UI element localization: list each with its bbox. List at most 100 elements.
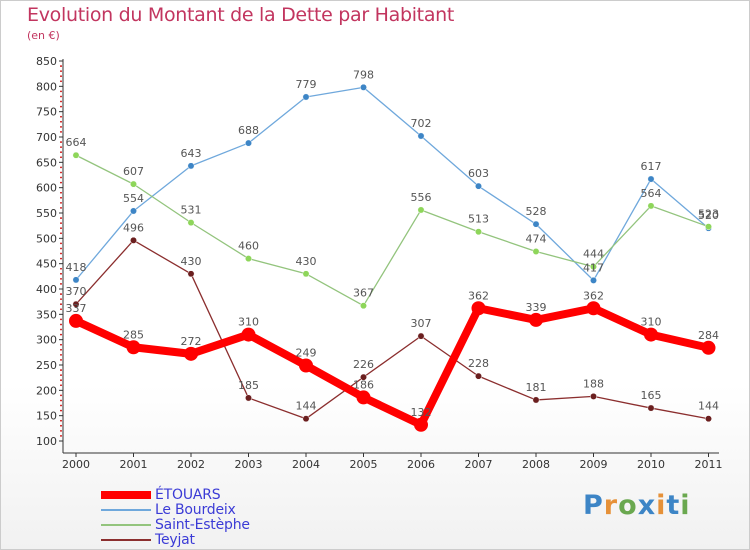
y-minor-tick	[60, 207, 62, 209]
y-minor-tick	[60, 151, 62, 154]
series-line-le-bourdeix	[75, 86, 710, 282]
x-tick-label: 2002	[177, 458, 205, 471]
legend-swatch	[101, 524, 151, 526]
y-tick-label: 500	[36, 232, 57, 245]
y-minor-tick	[60, 303, 62, 306]
x-tick-label: 2009	[580, 458, 608, 471]
data-label: 186	[353, 378, 374, 391]
data-point	[590, 263, 597, 271]
data-point	[532, 220, 540, 228]
x-tick-label: 2011	[695, 458, 723, 471]
data-point	[130, 207, 137, 215]
y-minor-tick	[60, 222, 62, 225]
y-minor-tick	[60, 359, 62, 361]
data-label: 556	[411, 191, 432, 204]
data-point	[187, 270, 195, 278]
y-minor-tick	[60, 399, 62, 402]
data-point	[586, 301, 601, 316]
data-label: 181	[526, 381, 547, 394]
data-label: 617	[641, 160, 662, 173]
y-minor-tick	[60, 343, 62, 346]
y-tick-label: 650	[36, 156, 57, 169]
logo-letter: i	[656, 490, 667, 521]
data-label: 460	[238, 240, 259, 253]
legend-label: Saint-Estèphe	[155, 517, 250, 533]
x-tick-label: 2001	[120, 458, 148, 471]
y-tick-label: 700	[36, 131, 57, 144]
y-minor-tick	[60, 272, 62, 275]
data-label: 702	[411, 117, 432, 130]
y-minor-tick	[60, 131, 62, 133]
series-line-teyjat	[75, 239, 710, 420]
logo-letter: P	[583, 490, 604, 521]
data-point	[475, 182, 482, 190]
y-minor-tick	[60, 115, 62, 118]
data-point	[705, 223, 712, 231]
y-minor-tick	[60, 277, 62, 280]
data-label: 607	[123, 165, 144, 178]
data-label: 430	[296, 255, 317, 268]
data-point	[647, 404, 655, 412]
data-label: 798	[353, 68, 374, 81]
data-point	[644, 327, 658, 342]
data-label: 554	[123, 192, 144, 205]
data-label: 228	[468, 357, 489, 370]
data-label: 474	[526, 233, 547, 246]
y-minor-tick	[60, 196, 62, 199]
y-minor-tick	[60, 394, 62, 397]
data-point	[302, 415, 310, 423]
y-minor-tick	[60, 353, 62, 356]
data-label: 339	[526, 301, 547, 314]
y-minor-tick	[60, 90, 62, 93]
y-minor-tick	[60, 267, 62, 270]
y-minor-tick	[60, 293, 62, 295]
y-tick-label: 850	[36, 55, 57, 68]
x-tick-label: 2006	[407, 458, 435, 471]
y-minor-tick	[60, 70, 62, 73]
y-minor-tick	[60, 191, 62, 194]
data-point	[69, 313, 83, 328]
legend-label: Le Bourdeix	[155, 502, 236, 518]
data-point	[245, 255, 252, 263]
data-label: 531	[181, 204, 202, 217]
data-point	[529, 312, 543, 327]
data-point	[532, 248, 540, 255]
logo-letter: o	[618, 490, 638, 521]
y-tick-label: 200	[36, 384, 57, 397]
data-point	[414, 417, 428, 432]
y-minor-tick	[60, 95, 62, 98]
y-minor-tick	[60, 171, 62, 174]
y-minor-tick	[60, 318, 62, 321]
y-minor-tick	[60, 65, 62, 67]
y-tick-label: 450	[36, 258, 57, 271]
data-point	[126, 340, 141, 355]
data-label: 132	[411, 406, 432, 419]
data-point	[590, 276, 597, 284]
data-label: 362	[583, 289, 604, 302]
data-label: 367	[353, 287, 374, 300]
y-minor-tick	[60, 384, 62, 387]
data-point	[475, 228, 482, 236]
data-point	[360, 83, 367, 91]
legend-label: Teyjat	[155, 532, 195, 548]
data-point	[471, 301, 486, 316]
data-point	[130, 180, 137, 188]
logo-letter: t	[666, 490, 681, 521]
data-point	[72, 151, 80, 159]
y-minor-tick	[60, 242, 62, 245]
y-minor-tick	[60, 80, 62, 83]
y-minor-tick	[60, 125, 62, 128]
data-label: 496	[123, 221, 144, 234]
y-minor-tick	[60, 308, 62, 311]
data-point	[184, 346, 198, 361]
data-point	[647, 202, 655, 210]
y-minor-tick	[60, 333, 62, 336]
chart-subtitle: (en €)	[27, 29, 60, 42]
data-point	[705, 415, 712, 423]
data-point	[72, 300, 80, 308]
data-point	[590, 392, 597, 400]
data-point	[187, 162, 195, 170]
y-minor-tick	[60, 146, 62, 149]
